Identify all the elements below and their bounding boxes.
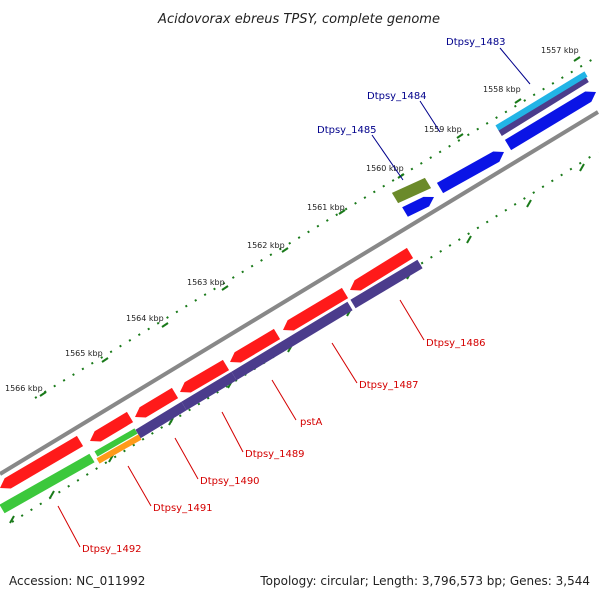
outer-tick-track bbox=[34, 55, 599, 399]
ruler-label: 1561 kbp bbox=[307, 203, 345, 212]
gene-leader-line bbox=[399, 299, 425, 341]
red-gene-arrow bbox=[350, 247, 414, 291]
red-gene-arrow bbox=[180, 359, 230, 393]
gene-features bbox=[0, 71, 596, 514]
gene-label: Dtpsy_1486 bbox=[426, 338, 486, 349]
ruler-tick bbox=[397, 173, 405, 179]
gene-label: Dtpsy_1484 bbox=[367, 91, 427, 102]
gene-leader-line bbox=[371, 134, 404, 181]
red-gene-arrow bbox=[135, 387, 179, 418]
ruler-label: 1557 kbp bbox=[541, 46, 579, 55]
green-gene-bar bbox=[94, 428, 138, 457]
ruler-tick bbox=[456, 133, 464, 139]
gene-label: Dtpsy_1487 bbox=[359, 380, 419, 391]
gene-leader-line bbox=[174, 437, 199, 480]
gene-leader-line bbox=[331, 342, 358, 384]
gene-label: Dtpsy_1485 bbox=[317, 125, 377, 136]
topology-text: Topology: circular; Length: 3,796,573 bp… bbox=[260, 574, 590, 588]
purple-gene-bar bbox=[350, 259, 423, 309]
ruler-label: 1559 kbp bbox=[424, 125, 462, 134]
gene-label: Dtpsy_1483 bbox=[446, 37, 506, 48]
genome-backbone bbox=[0, 110, 600, 476]
gene-label: Dtpsy_1490 bbox=[200, 476, 260, 487]
ruler-tick bbox=[281, 247, 289, 253]
ruler-tick bbox=[338, 209, 346, 215]
ruler-tick bbox=[39, 391, 47, 397]
gene-label: Dtpsy_1491 bbox=[153, 503, 213, 514]
ruler-tick bbox=[221, 285, 229, 291]
inner-tick bbox=[579, 163, 585, 172]
purple-gene-bar bbox=[498, 76, 589, 136]
gene-leader-line bbox=[221, 411, 244, 453]
gene-label: pstA bbox=[300, 417, 322, 428]
inner-tick bbox=[9, 515, 15, 524]
green-gene-bar bbox=[0, 453, 95, 514]
blue-gene-arrow bbox=[504, 91, 596, 151]
ruler-label: 1558 kbp bbox=[483, 85, 521, 94]
inner-tick bbox=[526, 199, 532, 208]
red-gene-arrow bbox=[230, 328, 281, 363]
purple-gene-bar bbox=[181, 371, 237, 411]
inner-tick bbox=[466, 235, 472, 244]
inner-tick bbox=[49, 490, 55, 499]
ruler-tick bbox=[161, 322, 169, 328]
blue-gene-arrow bbox=[402, 196, 434, 217]
orange-gene-bar bbox=[96, 434, 142, 464]
ruler-label: 1565 kbp bbox=[65, 349, 103, 358]
purple-gene-bar bbox=[135, 401, 187, 439]
inner-tick bbox=[168, 417, 174, 426]
ruler-label: 1566 kbp bbox=[5, 384, 43, 393]
ruler-label: 1564 kbp bbox=[126, 314, 164, 323]
red-gene-arrow bbox=[283, 287, 349, 331]
gene-leader-line bbox=[499, 47, 531, 85]
map-title: Acidovorax ebreus TPSY, complete genome bbox=[157, 12, 440, 27]
ruler-tick bbox=[101, 357, 109, 363]
gene-leader-line bbox=[419, 100, 441, 133]
accession-text: Accession: NC_011992 bbox=[9, 574, 146, 588]
gene-label: Dtpsy_1492 bbox=[82, 544, 142, 555]
blue-gene-arrow bbox=[436, 151, 504, 194]
olive-gene-bar bbox=[391, 177, 432, 204]
ruler-label: 1562 kbp bbox=[247, 241, 285, 250]
gene-leader-line bbox=[57, 505, 81, 548]
red-gene-arrow bbox=[90, 411, 134, 442]
gene-leader-line bbox=[271, 379, 297, 421]
kbp-ruler: 1557 kbp 1558 kbp 1559 kbp 1560 kbp 1561 kbp… bbox=[5, 46, 585, 524]
ruler-label: 1560 kbp bbox=[366, 164, 404, 173]
gene-labels: Dtpsy_1483 Dtpsy_1484 Dtpsy_1485 Dtpsy_1486… bbox=[57, 37, 531, 555]
cyan-gene-bar bbox=[495, 71, 588, 131]
gene-leader-line bbox=[127, 465, 152, 507]
ruler-tick bbox=[514, 98, 522, 104]
gene-label: Dtpsy_1489 bbox=[245, 449, 305, 460]
ruler-tick bbox=[573, 56, 581, 62]
purple-gene-bar bbox=[231, 301, 353, 381]
ruler-label: 1563 kbp bbox=[187, 278, 225, 287]
red-gene-arrow bbox=[0, 435, 84, 489]
